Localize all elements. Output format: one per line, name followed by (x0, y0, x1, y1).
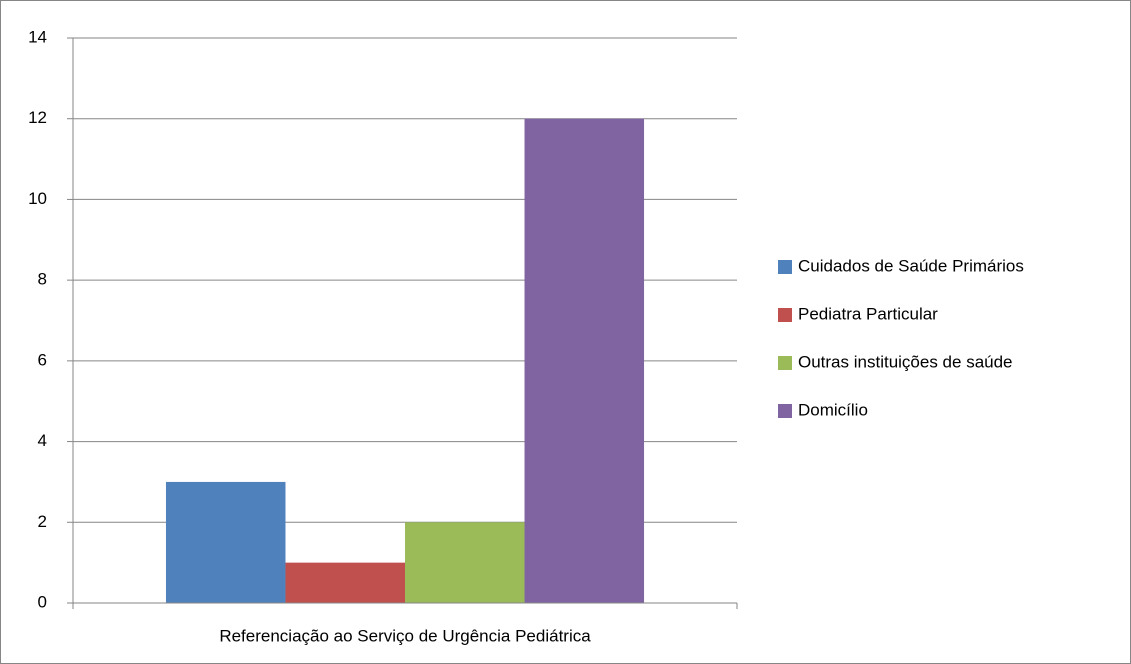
bar (285, 562, 405, 603)
legend-label: Domicílio (798, 400, 868, 419)
legend-swatch (778, 308, 792, 322)
bar (405, 522, 525, 603)
y-tick-label: 14 (28, 27, 47, 46)
y-tick-label: 2 (38, 512, 47, 531)
y-tick-label: 0 (38, 592, 47, 611)
y-tick-label: 12 (28, 108, 47, 127)
bar (165, 481, 286, 603)
y-tick-label: 6 (38, 350, 47, 369)
legend-swatch (778, 404, 792, 418)
legend-label: Outras instituições de saúde (798, 352, 1013, 371)
legend-label: Cuidados de Saúde Primários (798, 256, 1024, 275)
legend-swatch (778, 356, 792, 370)
legend-swatch (778, 260, 792, 274)
legend-label: Pediatra Particular (798, 304, 938, 323)
y-tick-label: 10 (28, 189, 47, 208)
x-tick-label: Referenciação ao Serviço de Urgência Ped… (219, 626, 591, 645)
y-tick-label: 8 (38, 270, 47, 289)
bar (524, 118, 645, 603)
y-tick-label: 4 (38, 431, 47, 450)
